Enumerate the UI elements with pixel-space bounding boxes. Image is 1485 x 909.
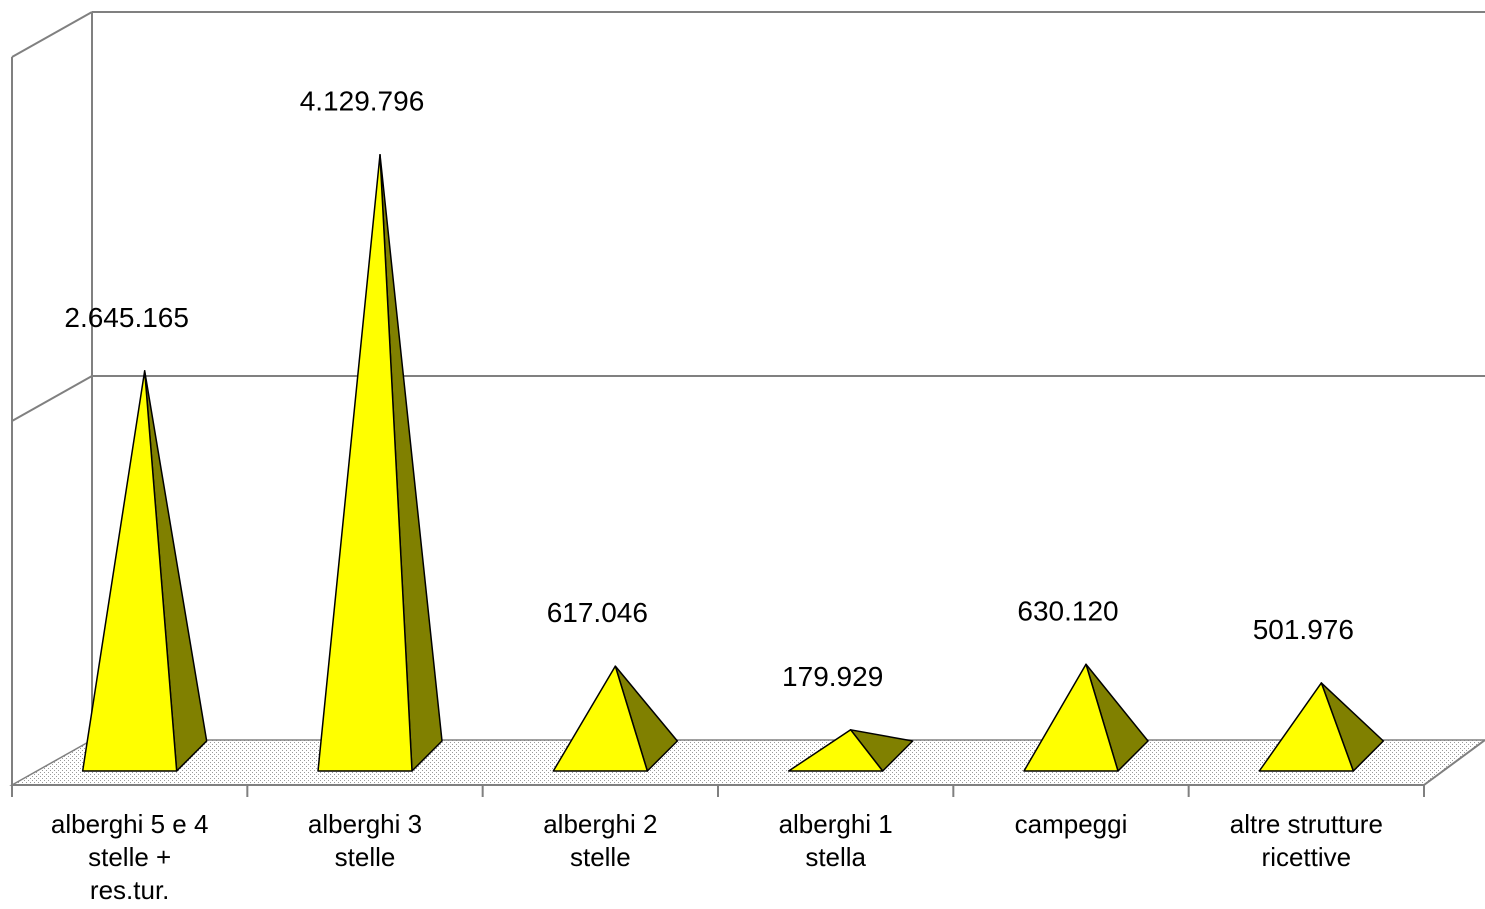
category-label-line: altre strutture (1230, 809, 1383, 839)
category-label: alberghi 5 e 4 stelle + res.tur. (51, 809, 209, 905)
category-label-line: ricettive (1262, 842, 1352, 872)
gridline-side (11, 375, 93, 422)
floor-plane (9, 739, 1485, 786)
pyramid-mark (787, 729, 914, 772)
data-label: 2.645.165 (64, 302, 189, 333)
data-label: 617.046 (547, 597, 648, 628)
pyramid-front-face (787, 729, 884, 772)
category-label-line: alberghi 1 (779, 809, 893, 839)
data-label: 501.976 (1253, 614, 1354, 645)
category-label-line: res.tur. (90, 875, 169, 905)
pyramid-mark (552, 665, 679, 772)
category-label: alberghi 3 stelle (308, 809, 422, 872)
data-label: 179.929 (782, 661, 883, 692)
floor-right-edge (1423, 739, 1485, 786)
pyramid-front-face (552, 665, 649, 772)
pyramid-front-face (81, 370, 178, 772)
pyramid-front-face (317, 153, 413, 772)
data-label: 4.129.796 (300, 86, 425, 117)
category-label: alberghi 2 stelle (543, 809, 657, 872)
category-label-line: alberghi 3 (308, 809, 422, 839)
category-label-line: alberghi 5 e 4 (51, 809, 209, 839)
category-label: campeggi (1015, 809, 1128, 839)
pyramid-mark (1258, 682, 1385, 772)
chart-frame (11, 11, 1485, 785)
category-label-line: stelle (570, 842, 631, 872)
category-label: alberghi 1 stella (779, 809, 893, 872)
category-label-line: stella (805, 842, 866, 872)
category-label-line: alberghi 2 (543, 809, 657, 839)
category-label-line: stelle + (88, 842, 171, 872)
category-label-line: campeggi (1015, 809, 1128, 839)
category-axis: alberghi 5 e 4 stelle + res.tur. alberghi 3… (51, 809, 1383, 905)
pyramid-front-face (1258, 682, 1355, 772)
category-label-line: stelle (335, 842, 396, 872)
data-label: 630.120 (1017, 595, 1118, 626)
side-wall-top (11, 11, 93, 58)
pyramid-mark (1023, 663, 1149, 772)
chart-marks (81, 153, 1385, 772)
chart-labels: 2.645.165 4.129.796 617.046 179.929 630.120 5… (64, 86, 1354, 692)
pyramid-mark (81, 370, 208, 772)
category-label: altre strutture ricettive (1230, 809, 1383, 872)
pyramid-mark (317, 153, 443, 772)
pyramid-front-face (1023, 663, 1119, 772)
